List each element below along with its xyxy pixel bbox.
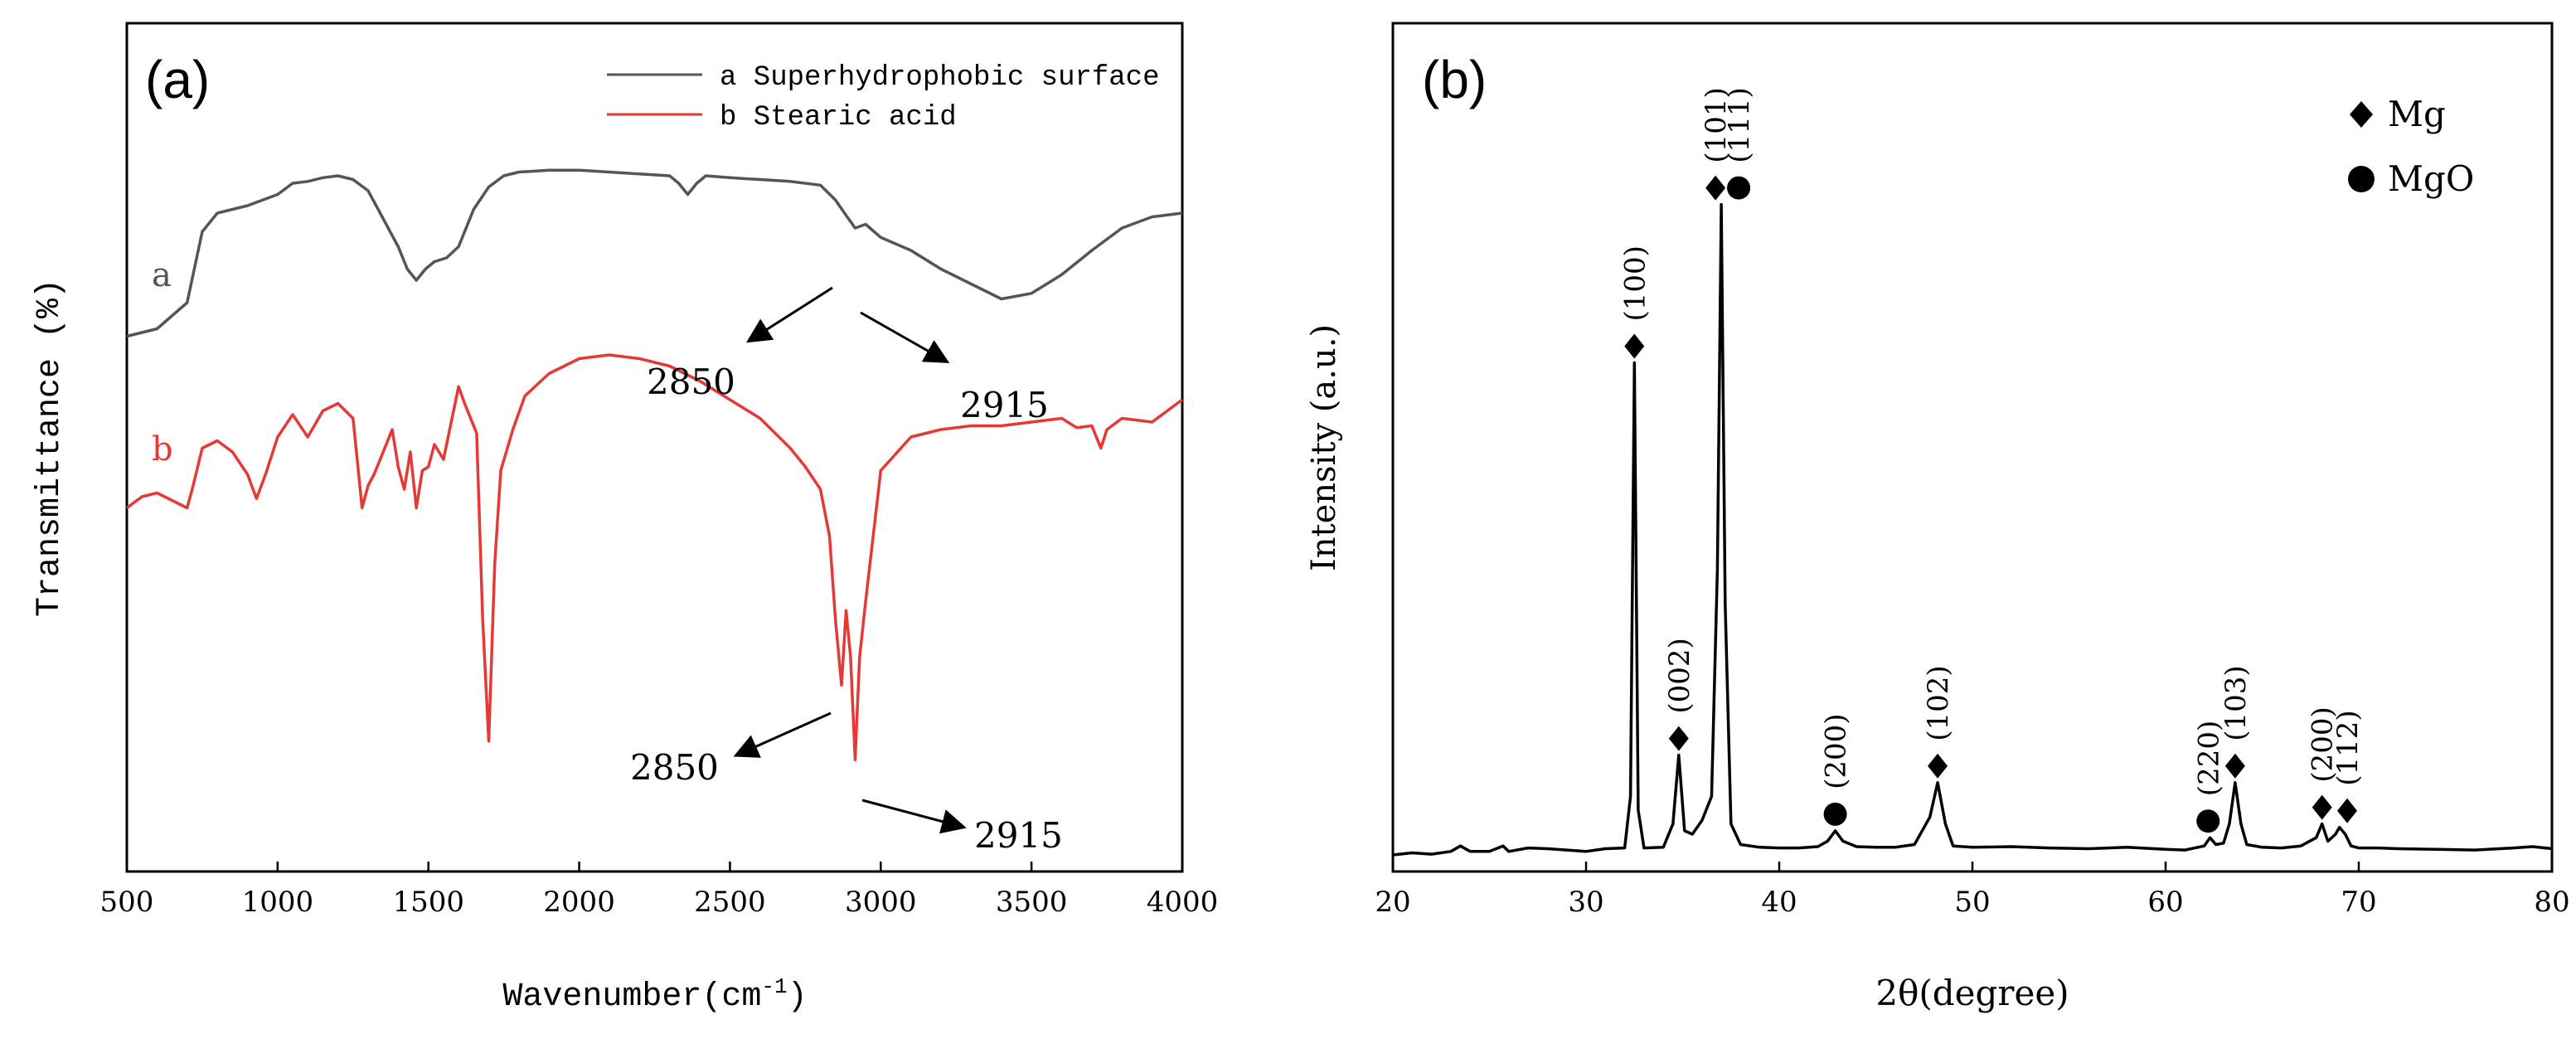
panel-a-x-axis-title: Wavenumber(cm-1): [502, 974, 807, 1016]
peak-label: (200): [1820, 713, 1853, 789]
peak-label: (112): [2331, 710, 2365, 785]
panel-a-label: (a): [145, 50, 210, 109]
peak-marker-mg: [2224, 753, 2245, 779]
panel-a-frame: [125, 22, 1184, 873]
panel-a-legend: a Superhydrophobic surface b Stearic aci…: [607, 62, 1160, 134]
panel-a-y-axis-title: Transmittance (%): [32, 279, 69, 617]
legend-marker-mgo: [2348, 166, 2375, 192]
series-line-stearic-acid: [125, 353, 1184, 762]
panel-b-peak-markers: (100) (002) (101)(111) (200) (102) (220)(103)…: [1618, 87, 2365, 833]
annotation-b-2850: 2850: [630, 747, 719, 788]
peak-marker-mg: [1624, 333, 1645, 359]
panel-b-label: (b): [1422, 50, 1487, 109]
panel-a-x-tick-label: 2000: [543, 886, 615, 919]
curve-label-b: b: [152, 430, 173, 469]
panel-a-x-tick-label: 2500: [694, 886, 766, 919]
panel-b-x-tick-label: 30: [1568, 886, 1603, 919]
peak-marker-mg: [1928, 753, 1948, 779]
peak-marker-mgo: [1823, 802, 1847, 826]
panel-a-x-tick-label: 4000: [1147, 886, 1219, 919]
legend-label-stearic-acid: b Stearic acid: [720, 102, 957, 134]
annotation-a-2850: 2850: [647, 362, 735, 402]
peak-label: (100): [1618, 245, 1652, 321]
peak-label: (103): [2219, 665, 2253, 740]
peak-label: (111): [1723, 87, 1756, 163]
series-line-superhydrophobic: [126, 168, 1183, 338]
panel-b-x-tick-label: 40: [1761, 886, 1797, 919]
peak-label: (102): [1922, 665, 1955, 740]
legend-marker-mg: [2350, 101, 2373, 128]
panel-b-xrd-chart: (b) Mg MgO (100) (002) (101)(111) (200) (102…: [1305, 22, 2570, 1013]
annotation-arrow-a-2915: [860, 311, 950, 363]
annotation-arrow-b-2915: [861, 799, 967, 834]
panel-b-x-tick-label: 60: [2147, 886, 2183, 919]
panel-b-x-tick-label: 20: [1375, 886, 1410, 919]
peak-label: (002): [1663, 638, 1696, 713]
panel-b-x-tick-label: 70: [2341, 886, 2376, 919]
panel-b-x-ticks: 20 30 40 50 60 70 80: [1375, 862, 2570, 919]
legend-label-mg: Mg: [2388, 94, 2446, 134]
peak-label: (200): [2307, 706, 2340, 782]
peak-marker-mg: [2312, 794, 2332, 820]
panel-b-y-axis-title: Intensity (a.u.): [1305, 324, 1343, 571]
panel-b-x-tick-label: 50: [1954, 886, 1990, 919]
panel-b-x-tick-label: 80: [2534, 886, 2569, 919]
peak-marker-mgo: [1727, 176, 1751, 200]
peak-label: (101): [1700, 87, 1733, 163]
panel-a-x-tick-label: 3500: [996, 886, 1068, 919]
legend-label-mgo: MgO: [2388, 158, 2474, 199]
peak-marker-mg: [1668, 726, 1689, 751]
legend-label-superhydrophobic: a Superhydrophobic surface: [720, 62, 1160, 94]
annotation-arrow-b-2850: [733, 711, 832, 758]
panel-a-x-tick-label: 500: [100, 886, 154, 919]
series-line-xrd: [1392, 202, 2553, 857]
annotation-a-2915: 2915: [960, 385, 1049, 425]
curve-label-a: a: [152, 256, 172, 294]
panel-b-legend: Mg MgO: [2348, 94, 2474, 199]
panel-a-x-ticks: 500 1000 1500 2000 2500 3000 3500 4000: [100, 862, 1219, 919]
panel-a-x-tick-label: 1500: [392, 886, 464, 919]
panel-a-x-tick-label: 3000: [845, 886, 917, 919]
panel-a-x-tick-label: 1000: [242, 886, 314, 919]
peak-marker-mg: [1705, 175, 1726, 201]
panel-a-ftir-chart: (a) a Superhydrophobic surface b Stearic…: [32, 22, 1219, 1016]
annotation-b-2915: 2915: [974, 815, 1063, 856]
peak-label: (220): [2192, 721, 2225, 796]
annotation-arrow-a-2850: [745, 286, 833, 343]
panel-b-x-axis-title: 2θ(degree): [1875, 973, 2069, 1013]
peak-marker-mgo: [2196, 809, 2220, 833]
peak-marker-mg: [2337, 798, 2358, 823]
